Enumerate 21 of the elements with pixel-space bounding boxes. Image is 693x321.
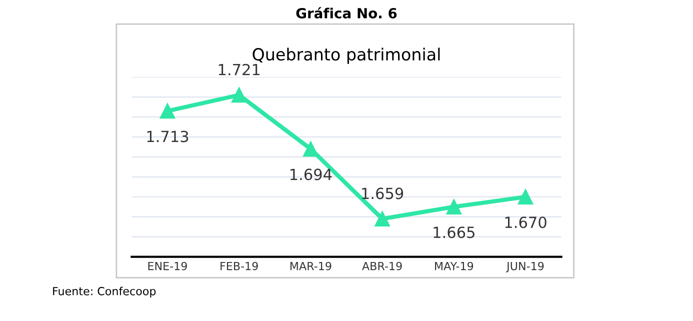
x-tick-label: MAY-19 xyxy=(435,262,474,270)
data-label: 1.721 xyxy=(218,64,260,76)
point xyxy=(303,141,318,157)
x-tick-label: ENE-19 xyxy=(148,262,187,270)
point xyxy=(231,87,247,103)
chart-subtitle: Gráfica No. 6 xyxy=(296,7,397,18)
x-tick-label: MAR-19 xyxy=(290,262,332,270)
x-tick-label: ABR-19 xyxy=(362,262,402,270)
data-label: 1.659 xyxy=(362,188,404,200)
point xyxy=(518,189,534,205)
data-label: 1.665 xyxy=(434,226,474,238)
source-note: Fuente: Confecoop xyxy=(53,286,156,298)
x-tick-label: JUN-19 xyxy=(506,262,544,272)
point xyxy=(374,211,390,226)
data-label: 1.694 xyxy=(290,168,332,180)
data-label: 1.670 xyxy=(505,216,546,228)
x-tick-label: FEB-19 xyxy=(220,262,258,270)
chart-title: Quebranto patrimonial xyxy=(252,48,440,64)
point xyxy=(446,199,462,215)
point xyxy=(160,103,176,119)
data-label: 1.713 xyxy=(147,130,188,142)
